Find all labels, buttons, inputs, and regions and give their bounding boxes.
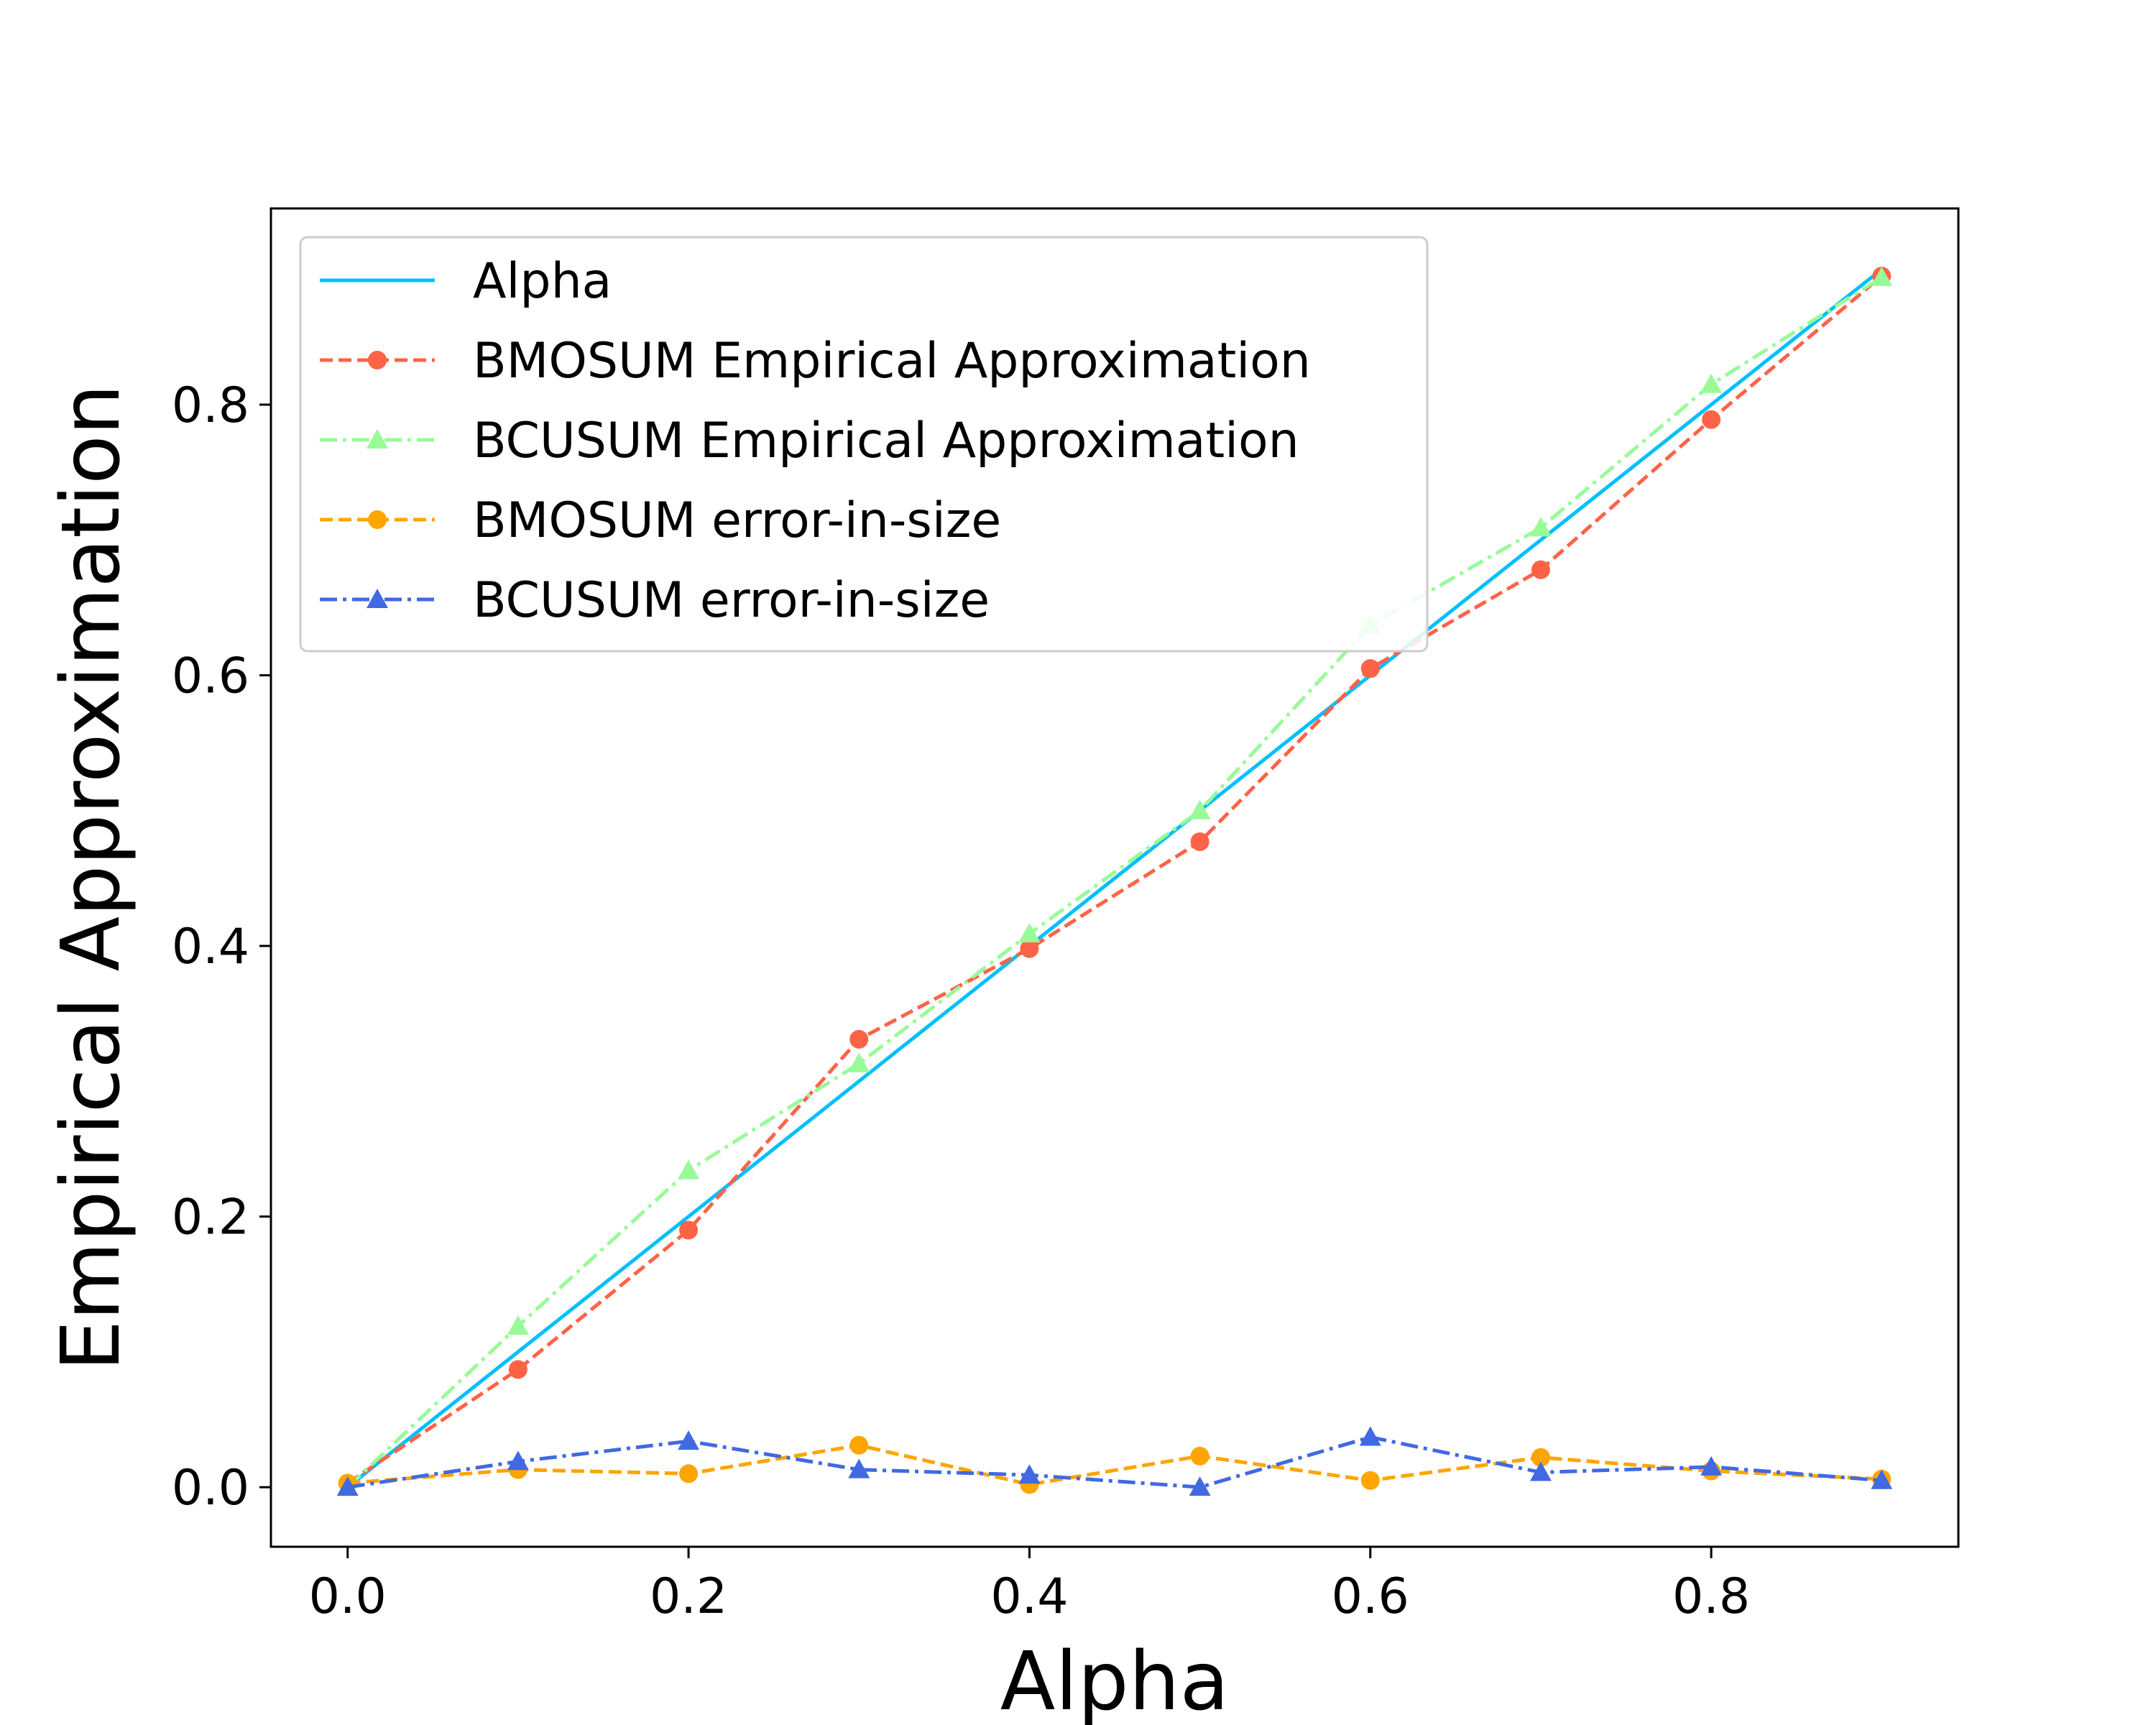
y-tick-label: 0.4: [172, 919, 249, 975]
legend-marker: [368, 510, 387, 529]
x-tick-label: 0.2: [650, 1568, 727, 1625]
series-line: [346, 275, 1883, 1485]
legend: Alpha BMOSUM Empirical Approximation BCUSU…: [299, 236, 1429, 653]
data-point: [679, 1464, 699, 1484]
series-3: [338, 1435, 1892, 1494]
y-tick-label: 0.2: [172, 1190, 249, 1246]
data-point: [1359, 1426, 1381, 1446]
series-line: [346, 267, 1883, 1489]
data-point: [1189, 1476, 1211, 1496]
legend-item: BCUSUM Empirical Approximation: [320, 413, 1299, 469]
series-1: [338, 267, 1892, 1493]
legend-label: BMOSUM error-in-size: [473, 492, 1001, 549]
series-line: [346, 275, 1883, 1489]
legend-item: BMOSUM error-in-size: [320, 492, 1001, 549]
x-axis: 0.0 0.2 0.4 0.6 0.8: [309, 1547, 1750, 1625]
data-point: [1871, 267, 1893, 287]
legend-item: BMOSUM Empirical Approximation: [320, 333, 1311, 390]
data-point: [1018, 1464, 1041, 1484]
legend-label: Alpha: [473, 253, 612, 310]
data-point: [849, 1435, 869, 1455]
data-point: [849, 1029, 869, 1049]
y-axis-label: Empirical Approximation: [45, 384, 138, 1371]
legend-label: BMOSUM Empirical Approximation: [473, 333, 1311, 390]
data-point: [1529, 1461, 1552, 1481]
data-point: [336, 1476, 359, 1496]
y-tick-label: 0.6: [172, 648, 249, 705]
data-point: [678, 1159, 700, 1179]
series-line: [347, 1435, 1882, 1489]
legend-item: BCUSUM error-in-size: [320, 572, 990, 629]
y-tick-label: 0.8: [172, 377, 249, 434]
x-tick-label: 0.6: [1332, 1568, 1409, 1625]
data-point: [1020, 939, 1039, 958]
data-point: [1189, 799, 1211, 819]
legend-label: BCUSUM error-in-size: [473, 572, 990, 629]
data-point: [507, 1315, 529, 1335]
x-tick-label: 0.0: [309, 1568, 387, 1625]
data-point: [1360, 1471, 1380, 1490]
x-tick-label: 0.4: [990, 1568, 1068, 1625]
series-4: [336, 1426, 1893, 1496]
data-point: [508, 1360, 528, 1379]
data-point: [1529, 517, 1552, 537]
data-point: [848, 1458, 870, 1478]
x-tick-label: 0.8: [1672, 1568, 1750, 1625]
series-line: [347, 1443, 1882, 1486]
y-axis: 0.0 0.2 0.4 0.6 0.8: [172, 377, 271, 1517]
series-0: [346, 267, 1883, 1489]
data-point: [1702, 410, 1721, 429]
legend-label: BCUSUM Empirical Approximation: [473, 413, 1299, 469]
data-point: [1360, 659, 1380, 678]
data-point: [1700, 373, 1723, 393]
data-point: [678, 1430, 700, 1450]
y-tick-label: 0.0: [172, 1460, 249, 1517]
legend-marker: [367, 589, 388, 608]
legend-item: Alpha: [320, 253, 612, 310]
x-axis-label: Alpha: [1000, 1635, 1229, 1725]
data-point: [1190, 1446, 1210, 1466]
data-point: [1531, 560, 1550, 579]
data-point: [1190, 832, 1210, 852]
data-point: [848, 1052, 870, 1072]
data-point: [679, 1220, 699, 1240]
data-point: [1531, 1448, 1550, 1467]
data-point: [507, 1450, 529, 1471]
series-layer: [336, 267, 1893, 1496]
legend-marker: [367, 429, 388, 448]
legend-marker: [368, 351, 387, 369]
legend-box: [299, 236, 1429, 653]
data-point: [1700, 1455, 1723, 1476]
data-point: [1018, 923, 1041, 943]
data-point: [1871, 1469, 1893, 1489]
plot-frame: [270, 207, 1960, 1548]
